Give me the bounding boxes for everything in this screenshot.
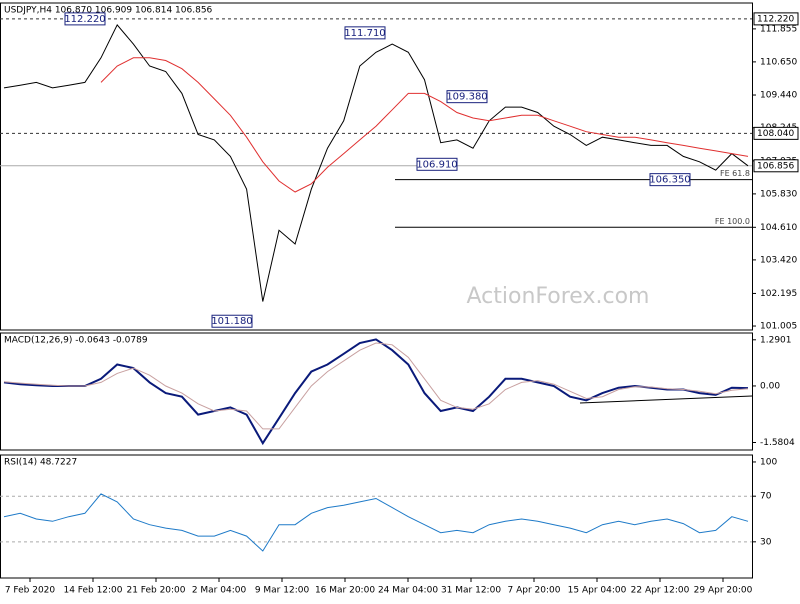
panel-title: RSI(14) 48.7227 <box>4 458 77 468</box>
series-line <box>3 23 749 302</box>
y-tick-label: 105.830 <box>760 189 797 199</box>
level-label: 106.856 <box>757 161 794 171</box>
x-tick-label: 7 Feb 2020 <box>5 586 56 596</box>
series-line <box>3 342 749 430</box>
price-annotation-box <box>344 26 386 40</box>
y-tick-label: 1.2901 <box>760 335 792 345</box>
panel-title: MACD(12,26,9) -0.0643 -0.0789 <box>4 336 148 346</box>
y-tick-label: 110.650 <box>760 57 797 67</box>
x-tick-label: 24 Mar 04:00 <box>378 586 438 596</box>
y-tick-label: 109.440 <box>760 91 797 101</box>
panel-title: USDJPY,H4 106.870 106.909 106.814 106.85… <box>4 6 213 16</box>
level-label: 112.220 <box>757 14 794 24</box>
x-tick-label: 15 Apr 04:00 <box>568 586 627 596</box>
price-annotation: 112.220 <box>64 14 105 25</box>
x-tick-label: 16 Mar 20:00 <box>315 586 375 596</box>
price-annotation: 106.910 <box>416 159 457 170</box>
price-annotation-box <box>446 90 488 104</box>
y-tick-label: -1.5804 <box>760 438 795 448</box>
x-tick-label: 14 Feb 12:00 <box>63 586 122 596</box>
x-tick-label: 21 Feb 20:00 <box>126 586 185 596</box>
x-tick-label: 29 Apr 20:00 <box>694 586 753 596</box>
price-annotation-box <box>211 314 253 328</box>
x-tick-label: 22 Apr 12:00 <box>631 586 690 596</box>
trend-line <box>579 395 753 404</box>
y-tick-label: 30 <box>760 537 772 547</box>
series-line <box>100 57 749 193</box>
level-label-box <box>753 159 799 173</box>
price-annotation: 111.710 <box>344 28 385 39</box>
price-annotation-box <box>649 173 691 187</box>
watermark: ActionForex.com <box>467 284 650 309</box>
level-label-box <box>753 126 799 140</box>
level-label: 108.040 <box>757 129 794 139</box>
y-tick-label: 100 <box>760 457 777 467</box>
price-annotation-box <box>416 157 458 171</box>
series-line <box>3 493 749 552</box>
x-tick-label: 9 Mar 12:00 <box>255 586 310 596</box>
panel-frame <box>0 2 753 331</box>
price-annotation: 106.350 <box>649 175 690 186</box>
y-tick-label: 104.610 <box>760 223 797 233</box>
price-annotation: 101.180 <box>211 316 252 327</box>
x-tick-label: 7 Apr 20:00 <box>508 586 561 596</box>
panel-frame <box>0 332 753 451</box>
projection-label: FE 100.0 <box>715 217 750 226</box>
y-tick-label: 111.855 <box>760 24 797 34</box>
y-tick-label: 102.195 <box>760 289 797 299</box>
panel-frame <box>0 454 753 579</box>
level-label-box <box>753 12 799 26</box>
price-annotation-box <box>64 12 106 26</box>
price-annotation: 109.380 <box>446 92 487 103</box>
x-tick-label: 31 Mar 12:00 <box>441 586 501 596</box>
y-tick-label: 0.00 <box>760 381 780 391</box>
y-tick-label: 70 <box>760 492 772 502</box>
y-tick-label: 103.420 <box>760 255 797 265</box>
projection-label: FE 61.8 <box>720 169 750 178</box>
y-tick-label: 101.005 <box>760 322 797 332</box>
x-tick-label: 2 Mar 04:00 <box>192 586 247 596</box>
series-line <box>3 338 749 446</box>
